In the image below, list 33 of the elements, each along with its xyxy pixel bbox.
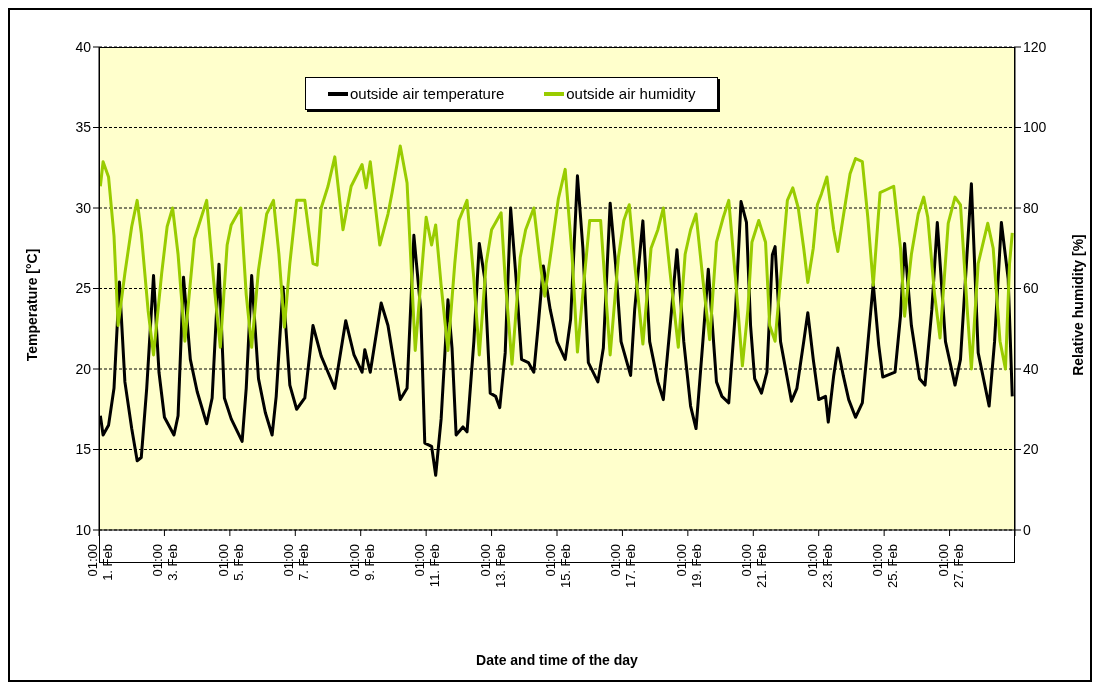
y-axis-title: Temperature [°C] <box>24 248 40 362</box>
x-tick-label: 01:00 1. Feb <box>85 544 115 581</box>
y-tick-label: 35 <box>75 119 92 136</box>
y2-tick-label: 100 <box>1023 119 1047 136</box>
x-tick-label: 01:00 3. Feb <box>150 544 181 581</box>
y2-tick-label: 80 <box>1023 199 1039 216</box>
y-tick-label: 30 <box>75 199 92 216</box>
y-tick-label: 40 <box>75 38 92 55</box>
x-tick-label: 01:00 25. Feb <box>870 544 901 589</box>
x-tick-label: 01:00 9. Feb <box>346 544 377 581</box>
y-tick-label: 20 <box>75 360 92 377</box>
x-tick-label: 01:00 11. Feb <box>412 544 443 588</box>
y-tick-label: 15 <box>75 441 92 458</box>
x-tick-label: 01:00 5. Feb <box>215 544 246 581</box>
y2-axis-title: Relative humidity [%] <box>1070 234 1086 376</box>
y2-tick-label: 120 <box>1023 38 1047 55</box>
x-tick-label: 01:00 13. Feb <box>477 544 508 589</box>
x-tick-label: 01:00 27. Feb <box>935 544 966 589</box>
x-tick-label: 01:00 23. Feb <box>804 544 835 589</box>
y2-tick-label: 0 <box>1023 521 1031 538</box>
y2-tick-label: 20 <box>1023 441 1039 458</box>
y-tick-label: 10 <box>75 521 92 538</box>
y2-tick-label: 40 <box>1023 360 1039 377</box>
x-tick-label: 01:00 19. Feb <box>673 544 704 589</box>
x-tick-label: 01:00 17. Feb <box>608 544 639 589</box>
y2-tick-label: 60 <box>1023 280 1039 297</box>
x-axis-title: Date and time of the day <box>475 652 639 668</box>
x-tick-label: 01:00 7. Feb <box>281 544 312 581</box>
legend-label: outside air temperature <box>349 85 505 102</box>
x-tick-label: 01:00 15. Feb <box>543 544 573 589</box>
y-tick-label: 25 <box>75 280 92 297</box>
legend-label: outside air humidity <box>565 85 696 102</box>
x-tick-label: 01:00 21. Feb <box>739 544 770 589</box>
